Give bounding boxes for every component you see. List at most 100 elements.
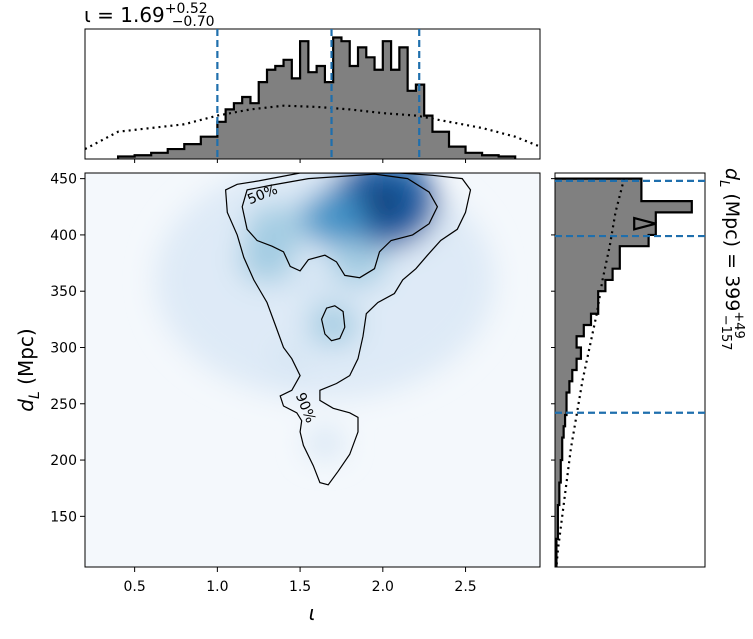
density-blob (292, 265, 342, 306)
right-hist-bar (555, 437, 563, 450)
top-title: ι = 1.69+0.52 −0.70 (84, 1, 215, 30)
right-hist-bar (555, 234, 649, 247)
top-hist-bar (118, 156, 136, 159)
right-hist-bar (555, 505, 558, 517)
right-hist-bar (555, 482, 560, 495)
top-hist-bar (358, 47, 367, 159)
right-hist-bar (555, 324, 584, 337)
right-hist-bar (555, 426, 564, 439)
top-hist-bar (217, 121, 227, 159)
right-hist-bar (555, 460, 561, 472)
right-hist-bar (555, 223, 656, 236)
density-peak (362, 189, 403, 218)
right-hist-bar (555, 516, 558, 529)
top-hist-bar (300, 41, 309, 159)
right-hist-bar (555, 392, 567, 405)
top-hist-bar (333, 37, 342, 159)
y-tick-label: 300 (50, 340, 77, 356)
top-hist-bar (399, 47, 409, 159)
right-hist-bar (555, 178, 642, 191)
top-hist-bar (424, 115, 433, 159)
top-hist-bar (382, 41, 392, 159)
top-hist-bar (275, 66, 285, 159)
top-hist-bar (258, 82, 268, 159)
right-hist-bar (555, 336, 577, 348)
top-hist-bar (167, 149, 185, 159)
density-blob (305, 426, 345, 460)
top-hist-bar (374, 69, 384, 159)
y-tick-label: 200 (50, 453, 77, 469)
right-hist-bar (555, 279, 606, 292)
x-tick-label: 1.0 (206, 579, 228, 595)
top-hist-bar (316, 66, 326, 159)
top-hist-bar (151, 152, 169, 159)
contour-50 (241, 173, 439, 279)
x-tick-label: 1.5 (289, 579, 311, 595)
top-hist-bar (449, 146, 467, 159)
right-panel-frame (554, 172, 706, 568)
contour-90 (224, 173, 472, 486)
right-hist-bar (555, 201, 692, 213)
right-hist-bar (555, 527, 558, 540)
right-hist-outline (555, 177, 693, 567)
top-hist-bar (225, 109, 235, 159)
right-marginal-panel: dL (Mpc) = 399+49−157 (551, 168, 746, 568)
density-blob (299, 189, 368, 247)
right-prior-dotted-line (555, 178, 626, 567)
right-hist-bar (555, 403, 567, 416)
right-hist-bar (555, 291, 599, 303)
top-hist-bar (308, 72, 318, 159)
top-hist-bar (291, 78, 301, 159)
top-hist-bar (250, 103, 260, 159)
right-hist-bar (555, 246, 620, 258)
top-hist-bar (465, 152, 483, 159)
right-hist-bar (555, 302, 599, 315)
top-hist-bar (391, 69, 400, 159)
top-hist-bar (134, 155, 152, 159)
top-hist-bar (267, 69, 276, 159)
top-panel-frame (84, 28, 541, 160)
right-hist-bar (555, 313, 591, 326)
right-hist-bar (555, 493, 560, 506)
top-hist-bar (432, 131, 450, 159)
y-tick-label: 450 (50, 172, 77, 188)
right-hist-bar (555, 358, 577, 371)
top-hist-bar (366, 57, 376, 159)
right-hist-bar (555, 268, 613, 281)
top-hist-bar (349, 66, 359, 159)
x-tick-label: 0.5 (124, 579, 146, 595)
top-hist-bar (324, 82, 334, 159)
right-hist-bar (555, 415, 566, 427)
top-hist-bar (242, 97, 251, 159)
density-blob (238, 236, 296, 284)
y-tick-label: 150 (50, 509, 77, 525)
y-tick-label: 350 (50, 284, 77, 300)
top-marginal-panel: ι = 1.69+0.52 −0.70 (84, 1, 541, 163)
right-hist-bar (555, 257, 620, 270)
right-hist-bar (555, 370, 573, 382)
y-tick-label: 400 (50, 228, 77, 244)
joint-panel-frame (84, 172, 541, 568)
x-axis-label: ι (309, 601, 316, 625)
right-hist-bar (555, 189, 642, 202)
y-axis-label: dL (Mpc) (14, 328, 43, 411)
contour-50-island (320, 305, 346, 342)
right-hist-bar (555, 448, 563, 461)
x-tick-label: 2.5 (454, 579, 476, 595)
top-hist-bar (233, 103, 243, 159)
right-hist-bar (555, 347, 581, 360)
y-tick-label: 250 (50, 397, 77, 413)
right-hist-bar (555, 381, 570, 394)
x-tick-label: 2.0 (372, 579, 394, 595)
top-hist-bar (283, 59, 293, 159)
top-hist-bar (184, 144, 202, 159)
top-hist-bar (200, 136, 218, 159)
top-hist-bar (498, 156, 516, 159)
density-blob (307, 303, 359, 347)
right-title: dL (Mpc) = 399+49−157 (716, 168, 746, 351)
top-hist-bar (482, 155, 500, 159)
top-hist-bar (407, 90, 417, 159)
right-hist-bar (555, 471, 561, 484)
